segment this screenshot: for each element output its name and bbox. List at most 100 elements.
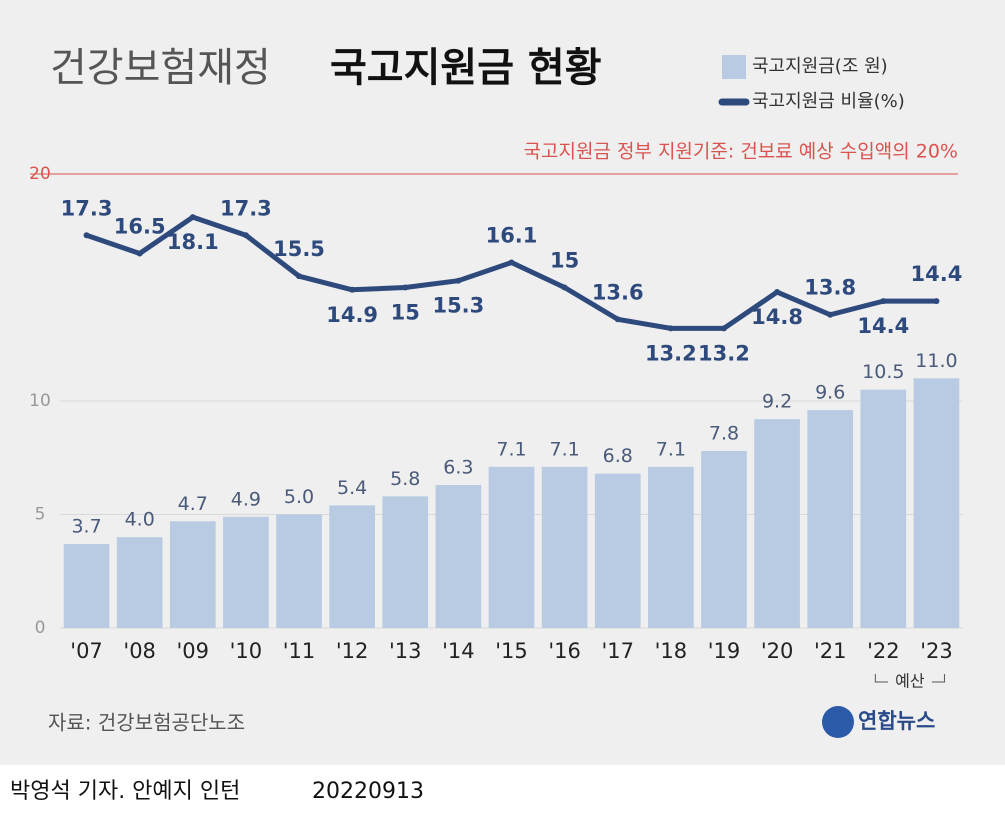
y-tick-label: 0 bbox=[35, 618, 46, 638]
bar-value-label: 5.8 bbox=[390, 468, 420, 490]
title-bold: 국고지원금 현황 bbox=[330, 45, 602, 91]
x-tick-label: '22 bbox=[867, 639, 900, 663]
bar-value-label: 3.7 bbox=[71, 516, 101, 538]
logo-icon bbox=[822, 706, 854, 738]
line-point bbox=[508, 259, 515, 266]
bar bbox=[169, 521, 216, 628]
bar bbox=[435, 484, 482, 628]
bar bbox=[116, 537, 163, 628]
bar-value-label: 7.1 bbox=[496, 438, 526, 460]
date: 20220913 bbox=[312, 779, 424, 804]
reference-label: 국고지원금 정부 지원기준: 건보료 예상 수입액의 20% bbox=[524, 141, 958, 163]
line-point bbox=[561, 284, 568, 291]
line-point bbox=[136, 250, 143, 257]
bar bbox=[860, 389, 907, 628]
line-point bbox=[455, 277, 462, 284]
legend-label: 국고지원금 비율(%) bbox=[752, 91, 905, 112]
bar-value-label: 11.0 bbox=[915, 350, 957, 372]
line-value-label: 15.3 bbox=[432, 294, 484, 318]
bar bbox=[807, 410, 854, 628]
bar bbox=[382, 496, 429, 628]
budget-bg bbox=[887, 672, 932, 692]
x-tick-label: '23 bbox=[920, 639, 953, 663]
line-point bbox=[720, 325, 727, 332]
bar-value-label: 7.1 bbox=[550, 438, 580, 460]
bar bbox=[701, 450, 747, 628]
x-tick-label: '09 bbox=[177, 639, 210, 663]
line-value-label: 13.8 bbox=[804, 276, 856, 300]
x-tick-label: '11 bbox=[283, 639, 316, 663]
bar bbox=[754, 419, 800, 628]
byline: 박영석 기자. 안예지 인턴 bbox=[10, 779, 240, 804]
y-tick-label: 10 bbox=[29, 391, 51, 411]
x-tick-label: '08 bbox=[123, 639, 156, 663]
x-tick-label: '21 bbox=[814, 639, 847, 663]
line-point bbox=[402, 284, 409, 291]
bar-value-label: 6.8 bbox=[603, 445, 633, 467]
x-tick-label: '15 bbox=[495, 639, 528, 663]
bar bbox=[488, 466, 535, 628]
line-value-label: 15.5 bbox=[273, 237, 325, 261]
bar-value-label: 7.1 bbox=[656, 438, 686, 460]
line-value-label: 14.9 bbox=[326, 303, 378, 327]
line-point bbox=[189, 214, 196, 221]
bar-value-label: 9.6 bbox=[815, 382, 845, 404]
line-point bbox=[83, 232, 90, 239]
x-tick-label: '12 bbox=[336, 639, 369, 663]
y-tick-label: 5 bbox=[35, 505, 46, 525]
x-tick-label: '14 bbox=[442, 639, 475, 663]
line-value-label: 14.8 bbox=[751, 305, 803, 329]
x-tick-label: '17 bbox=[601, 639, 634, 663]
line-value-label: 17.3 bbox=[220, 196, 272, 220]
bar bbox=[541, 466, 588, 628]
bar-value-label: 5.0 bbox=[284, 486, 314, 508]
bar-value-label: 6.3 bbox=[443, 456, 473, 478]
line-value-label: 16.1 bbox=[486, 224, 538, 248]
line-point bbox=[614, 316, 621, 323]
line-point bbox=[880, 298, 887, 305]
line-value-label: 15 bbox=[550, 249, 579, 273]
bar bbox=[276, 514, 322, 628]
bar bbox=[223, 516, 269, 628]
bar-value-label: 5.4 bbox=[337, 477, 367, 499]
line-point bbox=[667, 325, 674, 332]
bar bbox=[913, 378, 960, 628]
line-point bbox=[296, 273, 303, 280]
line-value-label: 15 bbox=[391, 301, 420, 325]
bar-value-label: 10.5 bbox=[862, 361, 904, 383]
line-value-label: 13.6 bbox=[592, 280, 644, 304]
legend-label: 국고지원금(조 원) bbox=[752, 56, 888, 77]
bar-value-label: 7.8 bbox=[709, 422, 739, 444]
background bbox=[0, 0, 1005, 765]
bar bbox=[594, 473, 641, 628]
x-tick-label: '07 bbox=[70, 639, 103, 663]
line-value-label: 14.4 bbox=[857, 314, 909, 338]
line-point bbox=[774, 289, 781, 296]
logo: 연합뉴스 bbox=[858, 709, 935, 733]
budget-note: 예산 bbox=[895, 672, 925, 691]
x-tick-label: '19 bbox=[708, 639, 741, 663]
source: 자료: 건강보험공단노조 bbox=[48, 711, 245, 735]
line-point bbox=[827, 311, 834, 318]
line-point bbox=[242, 232, 249, 239]
bar-value-label: 4.9 bbox=[231, 488, 261, 510]
bar-value-label: 9.2 bbox=[762, 391, 792, 413]
line-value-label: 14.4 bbox=[911, 262, 963, 286]
legend-swatch bbox=[722, 55, 746, 79]
line-point bbox=[933, 298, 940, 305]
x-tick-label: '13 bbox=[389, 639, 422, 663]
line-value-label: 13.2 bbox=[645, 341, 697, 365]
bar-value-label: 4.0 bbox=[125, 509, 155, 531]
bar bbox=[329, 505, 375, 628]
bar bbox=[648, 466, 694, 628]
bar-value-label: 4.7 bbox=[178, 493, 208, 515]
title-light: 건강보험재정 bbox=[50, 45, 271, 91]
x-tick-label: '18 bbox=[655, 639, 688, 663]
x-tick-label: '16 bbox=[548, 639, 581, 663]
line-value-label: 16.5 bbox=[114, 214, 166, 238]
line-value-label: 17.3 bbox=[61, 196, 113, 220]
line-value-label: 13.2 bbox=[698, 341, 750, 365]
line-point bbox=[349, 286, 356, 293]
x-tick-label: '10 bbox=[230, 639, 263, 663]
